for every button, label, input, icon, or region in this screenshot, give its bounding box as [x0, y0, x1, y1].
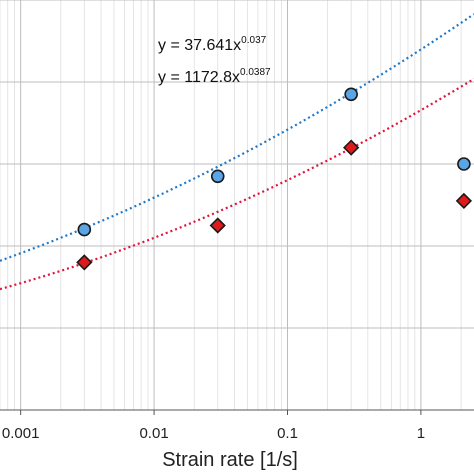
x-tick-label: 0.1 — [277, 425, 298, 442]
trend-equation-2-exponent: 0.0387 — [240, 67, 271, 78]
trend-equation-1-exponent: 0.037 — [241, 35, 266, 46]
data-point-diamond — [343, 139, 360, 156]
trendlines — [0, 13, 474, 291]
data-point-diamond — [455, 192, 473, 210]
data-point-diamond — [209, 217, 226, 234]
x-tick-labels: 0.001 0.01 0.1 1 — [2, 410, 425, 442]
minor-gridlines — [0, 0, 462, 410]
data-point-circle — [210, 169, 225, 184]
data-point-circle — [344, 87, 358, 102]
data-point-circle — [77, 222, 92, 237]
trendline — [0, 13, 474, 262]
data-point-diamond — [76, 254, 93, 271]
trend-equation-1-base: y = 37.641x — [158, 37, 241, 54]
x-tick-label: 0.01 — [139, 425, 168, 442]
x-tick-label: 0.001 — [2, 425, 40, 442]
trend-equation-2-base: y = 1172.8x — [158, 69, 240, 86]
trend-equation-1: y = 37.641x0.037 — [158, 35, 267, 54]
data-point-circle — [457, 157, 471, 171]
plot-area — [0, 0, 474, 410]
trend-equation-2: y = 1172.8x0.0387 — [158, 67, 271, 86]
data-points — [76, 87, 473, 271]
x-tick-label: 1 — [417, 425, 425, 442]
x-axis-title: Strain rate [1/s] — [162, 449, 298, 471]
major-gridlines — [0, 0, 474, 410]
